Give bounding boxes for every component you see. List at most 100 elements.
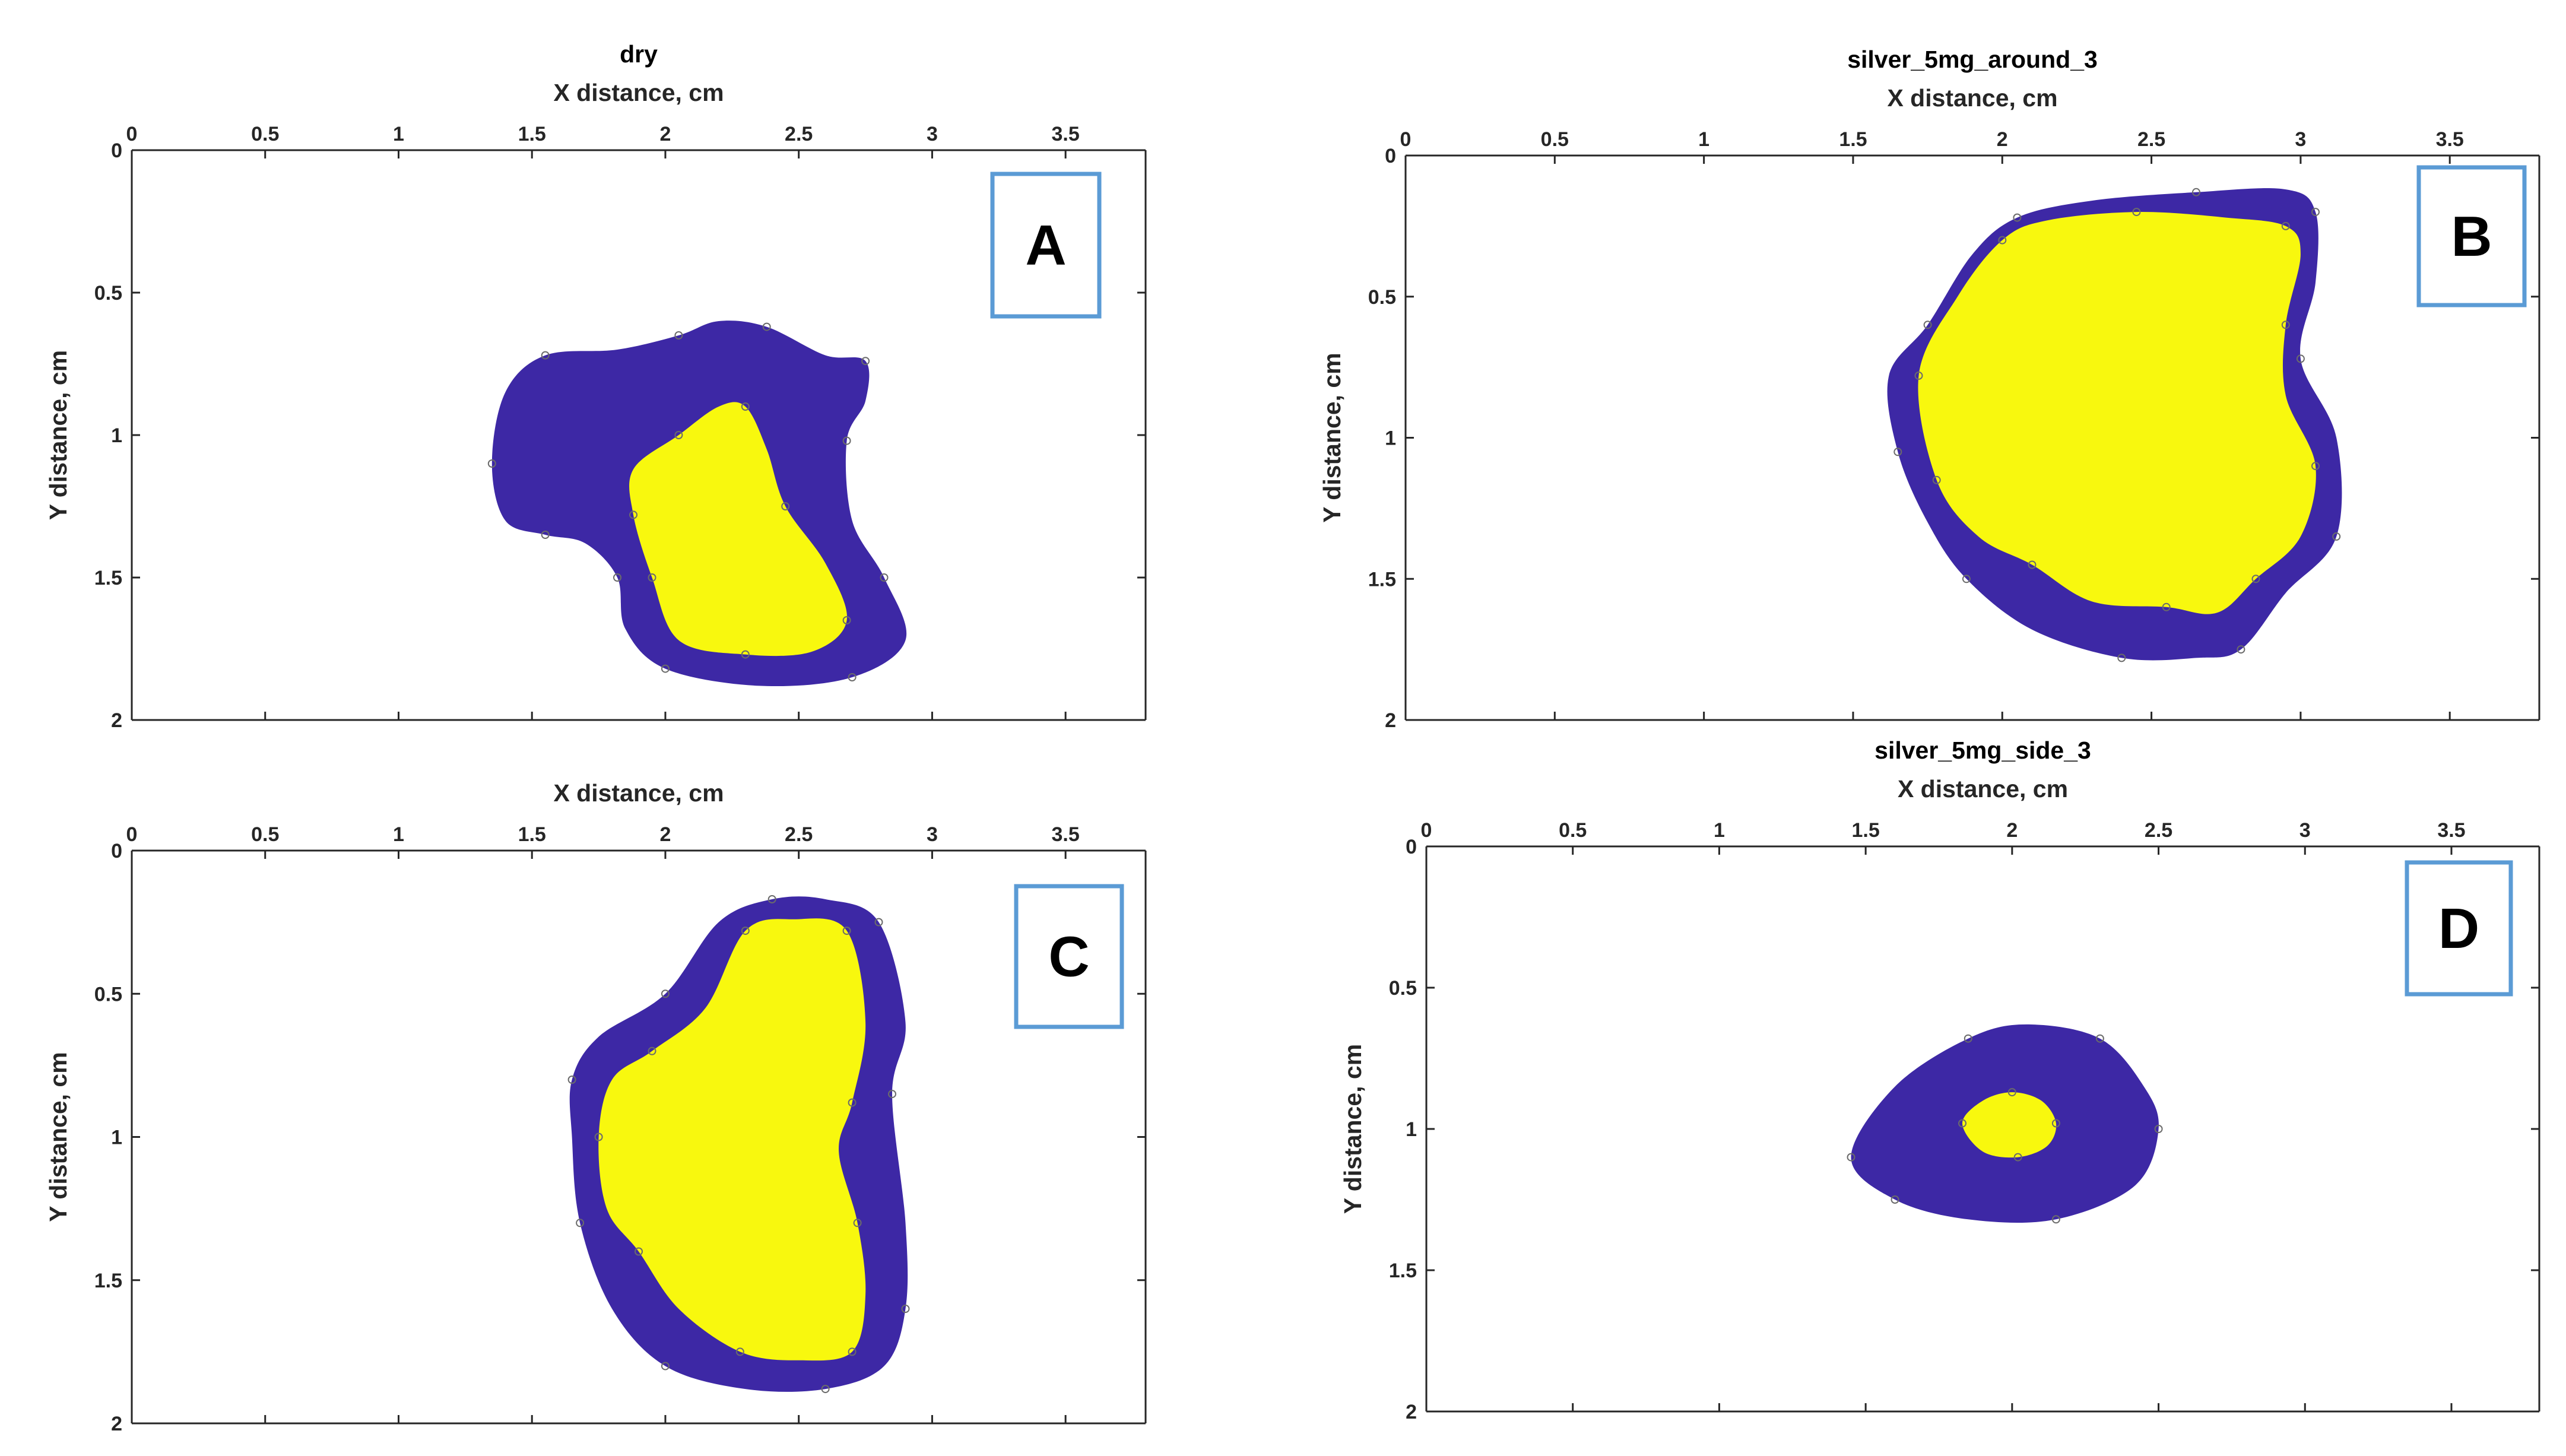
contour-marker (842, 616, 851, 624)
contour-marker (2281, 221, 2290, 230)
contour-marker (661, 989, 670, 998)
contour-marker (741, 650, 750, 659)
contour-marker (635, 1247, 643, 1256)
contour-marker (861, 357, 870, 366)
contour-marker (2311, 462, 2320, 471)
y-tick-label: 0.5 (1368, 286, 1396, 309)
contour-marker (821, 1385, 830, 1394)
panel-label-box (2416, 165, 2527, 307)
panel-c: 0 0.5 1 1.5 2 2.5 3 3.5 0 0.5 1 1.5 2 X distance, cm Y… (45, 779, 1147, 1435)
contour-marker (762, 322, 771, 331)
x-tick-label: 1.5 (518, 123, 546, 145)
panel-label: D (2438, 897, 2479, 960)
x-tick-label: 0 (1421, 819, 1432, 842)
x-tick-label: 1 (1714, 819, 1725, 842)
panel-label: A (1025, 214, 1066, 277)
x-tick-label: 2 (1997, 128, 2008, 151)
x-tick-label: 0.5 (1559, 819, 1587, 842)
contour-marker (2013, 1153, 2022, 1162)
contour-marker (567, 1076, 576, 1084)
contour-marker (842, 436, 851, 445)
y-axis-title: Y distance, cm (1339, 1044, 1366, 1214)
contour-marker (1847, 1153, 1855, 1162)
region-inner (1962, 1092, 2057, 1158)
contour-marker (880, 573, 889, 582)
contour-marker (1998, 236, 2007, 245)
y-tick-label: 2 (1385, 709, 1396, 732)
contour-marker (2281, 321, 2290, 329)
contour-marker (2332, 532, 2341, 541)
x-tick-label: 1.5 (518, 823, 546, 846)
x-tick-label: 0 (126, 823, 138, 846)
x-tick-label: 0 (126, 123, 138, 145)
x-tick-label: 0.5 (251, 123, 279, 145)
contour-marker (767, 895, 776, 903)
contour-marker (487, 459, 496, 468)
x-tick-label: 3 (2295, 128, 2306, 151)
contour-marker (2117, 654, 2126, 662)
x-tick-label: 1 (393, 123, 404, 145)
x-axis-title: X distance, cm (1887, 84, 2057, 112)
y-tick-label: 1 (111, 1127, 122, 1149)
contour-marker (2192, 188, 2200, 196)
contour-marker (2013, 213, 2022, 222)
panel-label-box (1014, 884, 1124, 1029)
x-tick-label: 3 (927, 823, 938, 846)
x-axis-title: X distance, cm (1898, 775, 2068, 802)
x-tick-label: 0 (1400, 128, 1412, 151)
x-axis-title: X distance, cm (553, 779, 724, 807)
contour-marker (842, 927, 851, 935)
contour-marker (741, 927, 750, 935)
x-tick-label: 2.5 (2145, 819, 2172, 842)
contour-marker (613, 573, 621, 582)
y-tick-label: 0 (111, 139, 122, 162)
plot-title: silver_5mg_side_3 (1874, 737, 2091, 764)
y-tick-label: 0 (111, 840, 122, 862)
panel-label-box (2405, 860, 2513, 997)
y-tick-label: 0 (1385, 145, 1396, 167)
contour-marker (1893, 448, 1902, 456)
contour-marker (901, 1305, 910, 1313)
contour-marker (2095, 1034, 2104, 1043)
contour-marker (2154, 1125, 2163, 1133)
region-inner (1918, 212, 2316, 614)
contour-marker (576, 1219, 585, 1227)
contour-marker (674, 331, 683, 340)
contour-marker (2311, 208, 2320, 217)
plot-title: silver_5mg_around_3 (1847, 46, 2098, 73)
contour-marker (2251, 575, 2260, 583)
x-tick-label: 1.5 (1839, 128, 1867, 151)
y-axis-title: Y distance, cm (45, 350, 72, 520)
x-tick-label: 3 (927, 123, 938, 145)
y-axis-title: Y distance, cm (1318, 353, 1346, 522)
y-tick-label: 0.5 (1389, 977, 1417, 1000)
x-tick-label: 0.5 (1541, 128, 1569, 151)
y-tick-label: 1.5 (94, 1270, 122, 1292)
contour-marker (853, 1219, 862, 1227)
contour-marker (2007, 1088, 2016, 1097)
y-tick-label: 0.5 (94, 983, 122, 1005)
contour-marker (661, 1362, 670, 1371)
x-tick-label: 2.5 (2137, 128, 2165, 151)
contour-marker (874, 918, 883, 927)
x-tick-label: 2 (2006, 819, 2018, 842)
contour-marker (648, 573, 656, 582)
contour-marker (848, 673, 857, 681)
contour-marker (594, 1133, 603, 1141)
y-tick-label: 2 (111, 1413, 122, 1435)
y-tick-label: 2 (111, 709, 122, 732)
contour-marker (629, 510, 637, 519)
contour-marker (541, 531, 550, 539)
x-axis-title: X distance, cm (553, 79, 724, 106)
contour-marker (2028, 560, 2037, 569)
panel-label: B (2451, 205, 2492, 268)
contour-marker (648, 1046, 656, 1055)
contour-marker (1958, 1119, 1966, 1128)
contour-marker (2296, 354, 2305, 363)
x-tick-label: 2.5 (785, 823, 813, 846)
contour-marker (888, 1090, 896, 1099)
x-tick-label: 2 (659, 823, 671, 846)
contour-marker (1962, 575, 1971, 583)
panel-label-box (990, 172, 1102, 319)
